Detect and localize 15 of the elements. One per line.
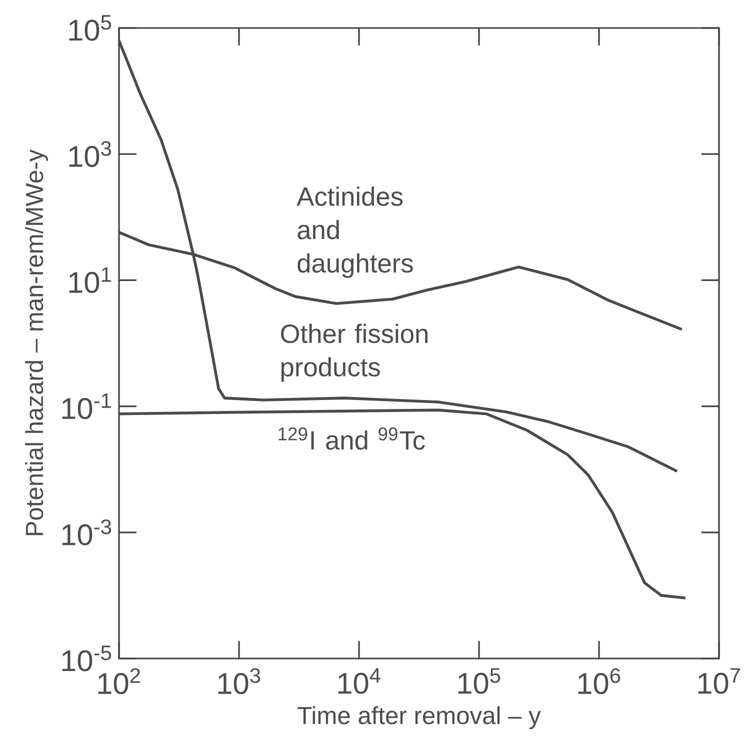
x-tick-label: 10$^{4}$ [338,668,380,694]
y-tick-label: 10$^{3}$ [69,141,112,168]
y-tick-label: 10$^{5}$ [69,15,112,41]
series-label: Other fission products [281,324,428,382]
y-tick-label: 10$^{1}$ [69,267,111,294]
x-tick-label: 10$^{5}$ [458,668,500,694]
x-tick-label: 10$^{3}$ [218,668,260,694]
series-label: Actinides and daughters [296,186,413,278]
y-axis-title: Potential hazard – man-rem/MWe-y [25,149,48,536]
x-axis-title: Time after removal – y [298,706,541,730]
series-label: $^{129}$I and $^{99}$Tc [278,427,425,450]
y-tick-label: 10$^{-1}$ [62,393,111,420]
y-tick-label: 10$^{-3}$ [62,519,112,546]
x-tick-label: 10$^{7}$ [698,668,740,694]
x-tick-label: 10$^{6}$ [578,668,620,694]
